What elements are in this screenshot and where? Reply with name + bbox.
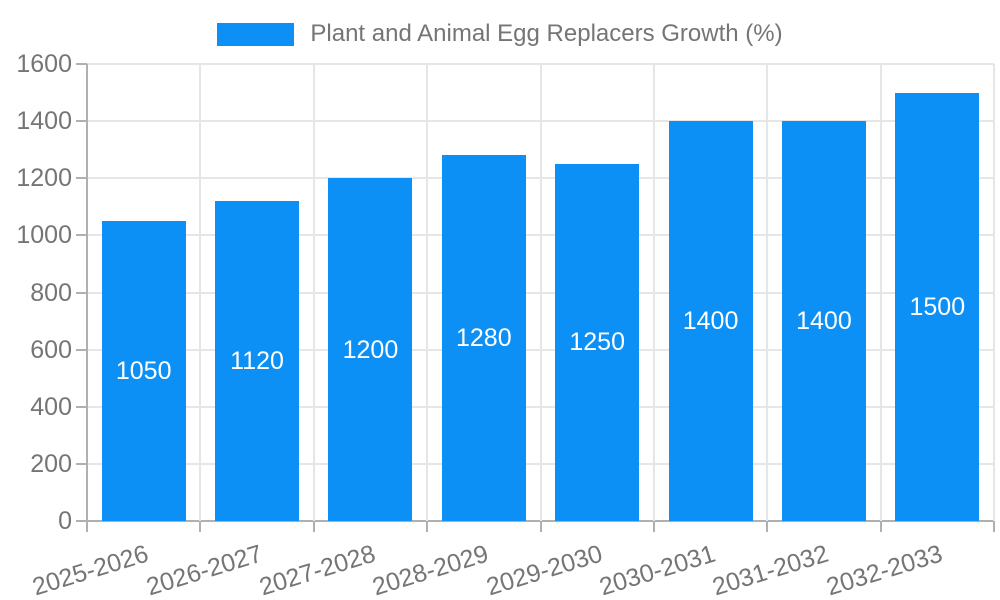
x-tick-mark — [652, 521, 655, 532]
x-tick-mark — [766, 521, 769, 532]
y-tick-mark — [76, 291, 87, 294]
x-axis-tick-label: 2029-2030 — [482, 539, 606, 600]
bar — [328, 178, 413, 521]
chart-legend: Plant and Animal Egg Replacers Growth (%… — [0, 20, 1000, 48]
legend-label: Plant and Animal Egg Replacers Growth (%… — [310, 20, 783, 47]
bar-value-label: 1400 — [796, 307, 852, 336]
x-tick-mark — [86, 521, 88, 532]
v-gridline — [652, 64, 655, 521]
bar-value-label: 1250 — [569, 328, 625, 357]
x-axis-tick-label: 2031-2032 — [709, 539, 833, 600]
v-gridline — [766, 64, 769, 521]
x-axis-tick-label: 2028-2029 — [369, 539, 492, 600]
x-tick-mark — [879, 521, 882, 532]
y-axis-tick-label: 1600 — [16, 50, 72, 78]
bar — [441, 155, 526, 521]
bar — [555, 163, 640, 521]
y-axis-tick-label: 1400 — [16, 107, 72, 136]
x-tick-mark — [539, 521, 542, 532]
y-tick-mark — [76, 405, 87, 408]
bar-value-label: 1500 — [909, 292, 966, 321]
y-tick-mark — [76, 234, 87, 237]
x-axis-tick-label: 2025-2026 — [29, 539, 152, 600]
x-tick-mark — [312, 521, 315, 532]
bar-value-label: 1050 — [115, 357, 172, 386]
y-axis-tick-label: 600 — [30, 335, 72, 364]
y-axis-tick-label: 200 — [30, 449, 72, 478]
v-gridline — [879, 64, 882, 521]
y-axis-tick-label: 400 — [30, 392, 72, 421]
v-gridline — [199, 64, 202, 521]
y-axis-tick-label: 0 — [58, 507, 72, 535]
bar-value-label: 1120 — [230, 347, 284, 376]
x-tick-mark — [199, 521, 202, 532]
y-tick-mark — [76, 63, 87, 65]
bar — [668, 121, 753, 521]
x-tick-mark — [993, 521, 995, 532]
x-axis-tick-label: 2027-2028 — [256, 539, 379, 600]
x-tick-mark — [426, 521, 429, 532]
bar-value-label: 1280 — [456, 324, 512, 353]
y-axis-tick-label: 800 — [30, 278, 72, 307]
y-tick-mark — [76, 520, 87, 522]
y-axis-tick-label: 1200 — [16, 164, 72, 193]
bar — [215, 201, 300, 521]
y-axis-tick-label: 1000 — [16, 221, 72, 250]
v-gridline — [993, 64, 995, 521]
y-tick-mark — [76, 348, 87, 351]
y-axis-line — [86, 64, 88, 521]
bar-value-label: 1200 — [342, 335, 399, 364]
y-tick-mark — [76, 462, 87, 465]
bar-value-label: 1400 — [682, 307, 739, 336]
x-axis-tick-label: 2026-2027 — [142, 539, 266, 600]
v-gridline — [539, 64, 542, 521]
v-gridline — [312, 64, 315, 521]
legend-swatch — [217, 22, 295, 46]
x-axis-tick-label: 2032-2033 — [822, 539, 946, 600]
bar — [895, 92, 980, 521]
y-tick-mark — [76, 177, 87, 180]
bar — [101, 221, 186, 521]
bar — [781, 121, 866, 521]
y-tick-mark — [76, 120, 87, 123]
v-gridline — [426, 64, 429, 521]
x-axis-tick-label: 2030-2031 — [596, 539, 719, 600]
